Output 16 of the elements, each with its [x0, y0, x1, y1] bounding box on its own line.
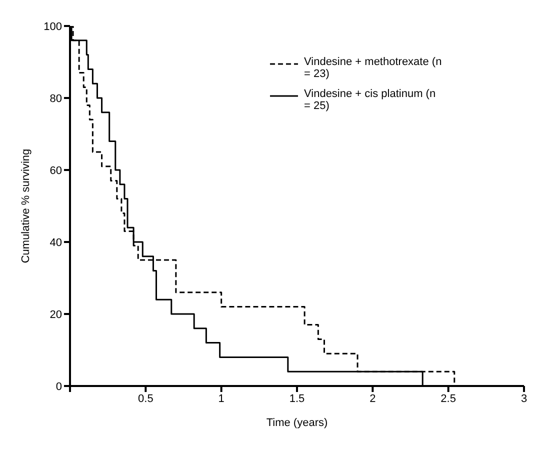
x-tick-label: 1.5	[289, 392, 305, 405]
y-tick-label: 80	[50, 92, 62, 105]
y-tick-label: 20	[50, 308, 62, 321]
legend-label: Vindesine + cis platinum (n = 25)	[304, 88, 437, 112]
x-tick-label: 2.5	[440, 392, 456, 405]
x-tick-label: 1	[218, 392, 224, 405]
y-tick-label: 0	[56, 380, 62, 393]
x-tick-label: 3	[520, 392, 528, 405]
y-tick-label: 100	[44, 20, 62, 33]
x-tick-label: 2	[370, 392, 376, 405]
y-axis-title: Cumulative % surviving	[20, 148, 32, 264]
y-tick-label: 40	[50, 236, 62, 249]
x-tick-label: 0.5	[138, 392, 154, 405]
y-tick-label: 60	[50, 164, 62, 177]
x-axis-title: Time (years)	[266, 417, 328, 429]
legend-label: Vindesine + methotrexate (n = 23)	[304, 56, 443, 80]
